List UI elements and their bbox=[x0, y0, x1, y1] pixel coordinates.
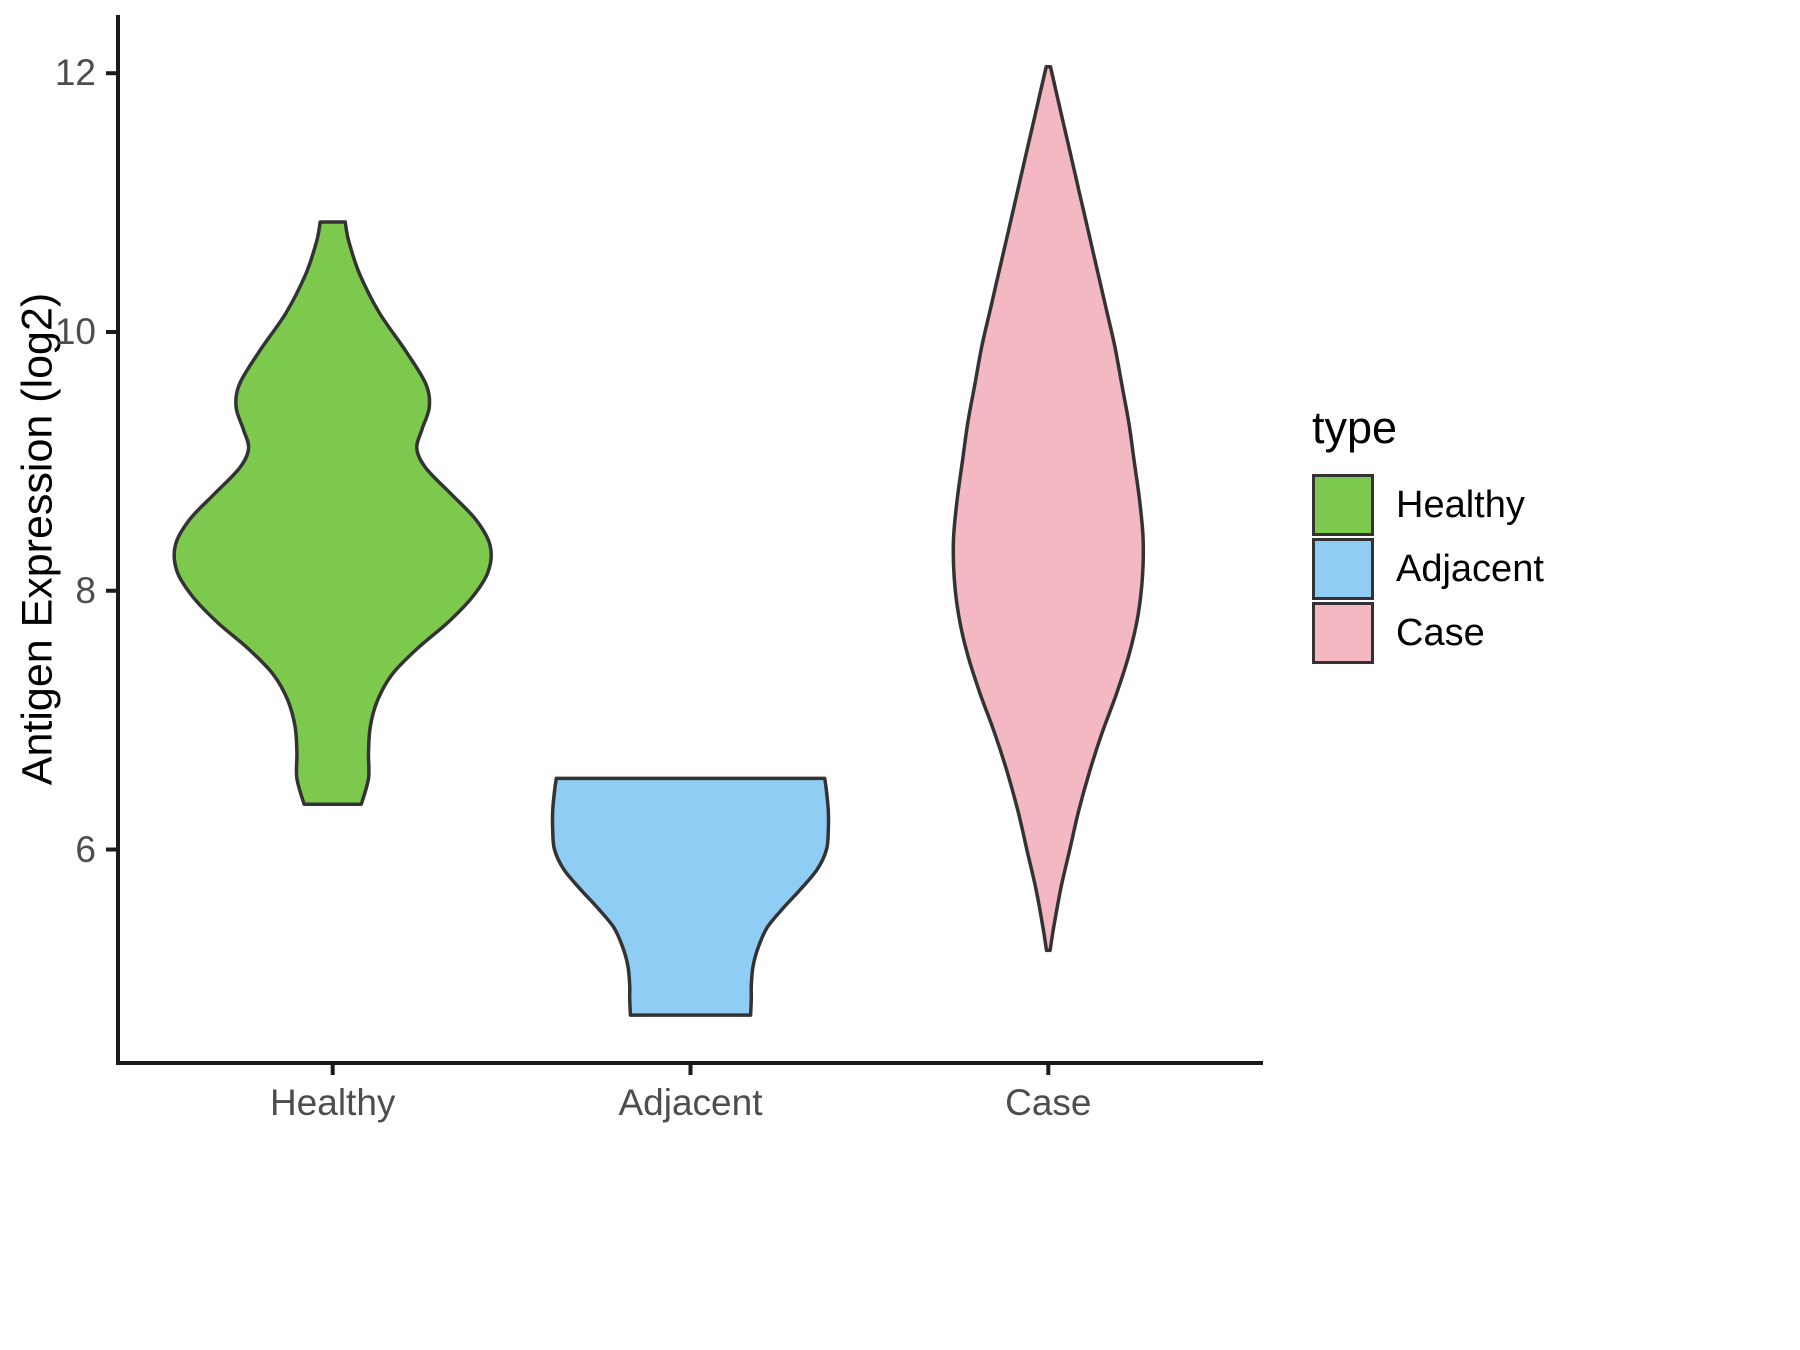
legend-label-adjacent: Adjacent bbox=[1396, 547, 1544, 590]
y-tick-label-8: 8 bbox=[75, 569, 96, 611]
x-tick-label-healthy: Healthy bbox=[269, 1082, 396, 1123]
x-tick-label-adjacent: Adjacent bbox=[618, 1082, 763, 1123]
legend-entry-case: Case bbox=[1312, 602, 1672, 664]
x-tick-label-case: Case bbox=[1005, 1082, 1092, 1123]
legend-key-case-swatch bbox=[1312, 602, 1374, 664]
legend-entries: Healthy Adjacent Case bbox=[1312, 474, 1672, 664]
legend-key-healthy-swatch bbox=[1312, 474, 1374, 536]
y-axis-title: Antigen Expression (log2) bbox=[13, 292, 62, 786]
violin-healthy bbox=[172, 220, 493, 806]
legend-key-adjacent-swatch bbox=[1312, 538, 1374, 600]
legend: type Healthy Adjacent Case bbox=[1312, 402, 1672, 668]
violin-adjacent bbox=[550, 776, 831, 1017]
violin-case bbox=[951, 65, 1146, 953]
y-tick-label-12: 12 bbox=[54, 52, 96, 94]
legend-entry-healthy: Healthy bbox=[1312, 474, 1672, 536]
legend-title: type bbox=[1312, 402, 1398, 453]
legend-label-healthy: Healthy bbox=[1396, 483, 1525, 526]
legend-entry-adjacent: Adjacent bbox=[1312, 538, 1672, 600]
y-tick-label-6: 6 bbox=[75, 828, 96, 870]
y-tick-label-10: 10 bbox=[54, 310, 96, 352]
legend-label-case: Case bbox=[1396, 611, 1485, 654]
